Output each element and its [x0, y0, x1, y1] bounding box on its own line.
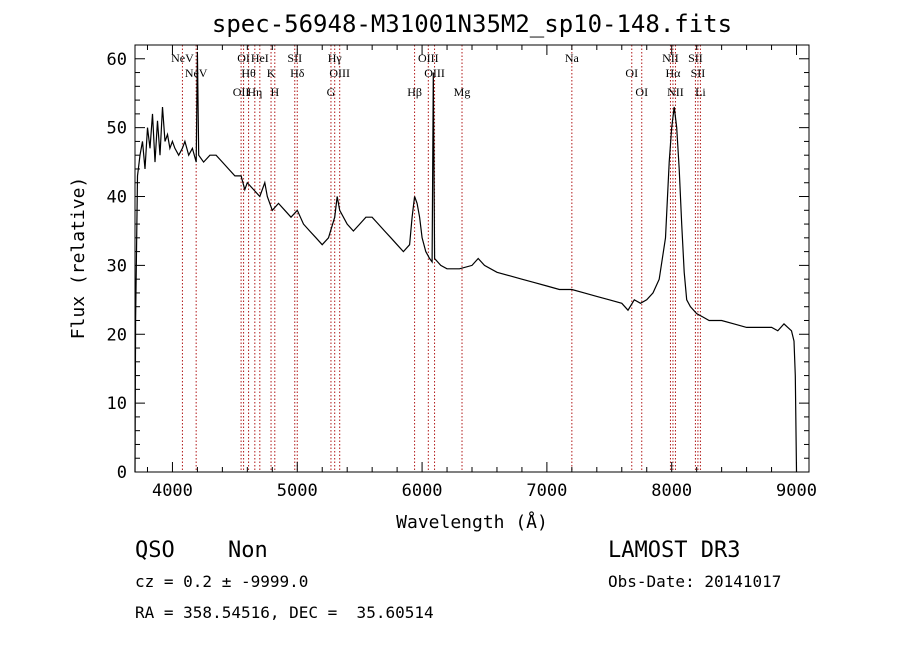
marker-label: OIII [418, 51, 439, 65]
marker-label: Hδ [290, 66, 305, 80]
marker-label: OII [233, 85, 250, 99]
marker-label: Hη [247, 85, 262, 99]
object-class: QSO [135, 538, 175, 563]
y-axis: 0 10 20 30 40 50 60 [107, 50, 809, 483]
marker-label: Hθ [241, 66, 256, 80]
redshift-cz: cz = 0.2 ± -9999.0 [135, 572, 309, 591]
marker-label: SII [691, 66, 706, 80]
marker-label: G [327, 85, 336, 99]
spectrum-line [134, 51, 798, 473]
marker-labels: NeVNeVOIIOIHθHηHeIKHSIIHδGHγOIIIHβOIIIOI… [171, 51, 706, 99]
marker-label: OI [635, 85, 648, 99]
observation-date: Obs-Date: 20141017 [608, 572, 782, 591]
chart-title: spec-56948-M31001N35M2_sp10-148.fits [212, 10, 732, 38]
spectrum-chart: spec-56948-M31001N35M2_sp10-148.fits NeV… [68, 10, 817, 533]
marker-label: Li [695, 85, 706, 99]
plot-frame [134, 44, 810, 473]
x-tick-label: 9000 [776, 481, 817, 501]
x-tick-label: 5000 [277, 481, 318, 501]
marker-label: SII [688, 51, 703, 65]
marker-label: NII [662, 51, 679, 65]
y-tick-label: 60 [107, 50, 127, 70]
marker-label: OI [625, 66, 638, 80]
y-tick-label: 20 [107, 325, 127, 345]
x-tick-label: 7000 [526, 481, 567, 501]
marker-label: OIII [329, 66, 350, 80]
x-tick-label: 4000 [152, 481, 193, 501]
line-markers [181, 45, 701, 472]
marker-label: Hβ [407, 85, 422, 99]
marker-label: Na [565, 51, 580, 65]
y-tick-label: 40 [107, 188, 127, 208]
y-axis-label: Flux (relative) [68, 177, 89, 340]
x-axis: 4000 5000 6000 7000 8000 9000 [146, 45, 817, 501]
x-tick-label: 6000 [402, 481, 443, 501]
marker-label: OIII [424, 66, 445, 80]
y-tick-label: 0 [117, 463, 127, 483]
marker-label: H [270, 85, 279, 99]
marker-label: SII [287, 51, 302, 65]
marker-label: NII [667, 85, 684, 99]
marker-label: Mg [454, 85, 471, 99]
y-tick-label: 30 [107, 256, 127, 276]
y-tick-label: 10 [107, 394, 127, 414]
object-subclass: Non [228, 538, 268, 563]
marker-label: OI [237, 51, 250, 65]
survey-name: LAMOST DR3 [608, 538, 741, 563]
marker-label: Hγ [328, 51, 343, 65]
x-axis-label: Wavelength (Å) [396, 511, 548, 533]
y-tick-label: 50 [107, 119, 127, 139]
x-tick-label: 8000 [651, 481, 692, 501]
marker-label: K [267, 66, 276, 80]
marker-label: HeI [251, 51, 269, 65]
marker-label: NeV [185, 66, 208, 80]
marker-label: Hα [665, 66, 681, 80]
ra-dec: RA = 358.54516, DEC = 35.60514 [135, 603, 434, 622]
marker-label: NeV [171, 51, 194, 65]
